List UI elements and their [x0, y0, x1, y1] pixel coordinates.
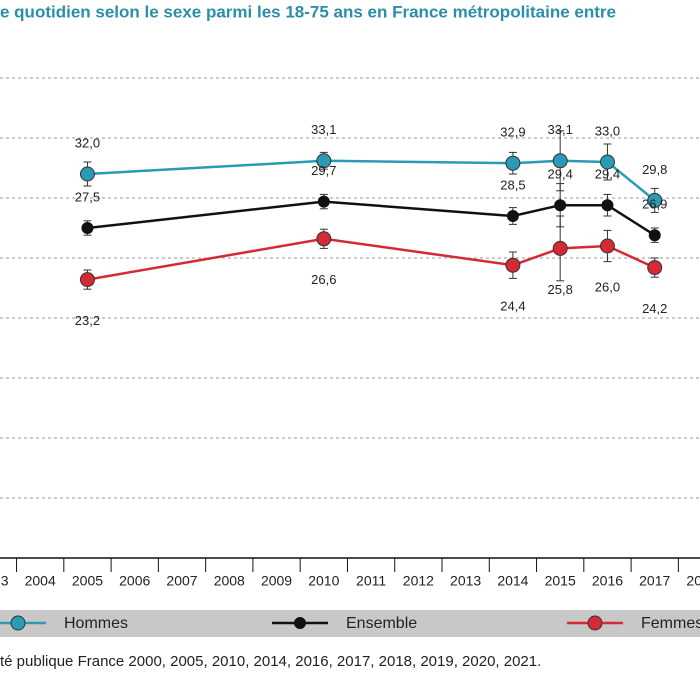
- x-tick-label: 2013: [450, 573, 481, 589]
- point: [601, 199, 614, 212]
- x-tick-label: 2011: [356, 573, 386, 589]
- series-line: [87, 159, 656, 202]
- value-label: 32,0: [75, 135, 100, 150]
- point: [505, 155, 521, 171]
- point: [316, 231, 332, 247]
- point: [647, 192, 663, 208]
- series-line: [87, 200, 656, 237]
- point: [506, 210, 519, 222]
- value-label: 33,1: [311, 122, 336, 137]
- value-label: 29,4: [595, 167, 620, 182]
- value-label: 28,5: [500, 177, 525, 192]
- legend-marker: [294, 617, 306, 629]
- point: [316, 153, 332, 169]
- x-tick-label: 2003: [0, 573, 9, 589]
- value-label: 24,4: [500, 299, 525, 314]
- legend-label: Ensemble: [346, 615, 417, 632]
- value-label: 33,1: [548, 122, 573, 137]
- point: [81, 222, 94, 234]
- value-label: 26,0: [595, 279, 620, 294]
- point: [648, 229, 661, 242]
- value-label: 26,9: [642, 197, 667, 212]
- value-label: 29,7: [311, 163, 336, 178]
- x-tick-label: 2006: [119, 573, 150, 589]
- x-tick-label: 2018: [686, 573, 700, 589]
- point: [79, 166, 95, 182]
- value-label: 33,0: [595, 123, 620, 138]
- x-tick-label: 2007: [166, 573, 197, 589]
- value-label: 24,2: [642, 301, 667, 316]
- point: [599, 154, 615, 170]
- value-label: 23,2: [75, 313, 100, 328]
- source: té publique France 2000, 2005, 2010, 201…: [0, 653, 541, 670]
- legend-label: Femmes: [641, 615, 700, 632]
- point: [552, 153, 568, 169]
- legend-marker: [587, 615, 603, 631]
- value-label: 27,5: [75, 189, 100, 204]
- point: [79, 272, 95, 288]
- point: [554, 199, 567, 212]
- x-tick-label: 2015: [545, 573, 576, 589]
- series-line: [87, 237, 656, 281]
- x-tick-label: 2010: [308, 573, 339, 589]
- point: [552, 240, 568, 256]
- legend-label: Hommes: [64, 615, 128, 632]
- point: [505, 257, 521, 273]
- legend-marker: [10, 615, 26, 631]
- x-tick-label: 2008: [214, 573, 245, 589]
- x-tick-label: 2017: [639, 573, 670, 589]
- x-tick-label: 2012: [403, 573, 434, 589]
- value-label: 32,9: [500, 125, 525, 140]
- x-tick-label: 2014: [497, 573, 528, 589]
- value-label: 25,8: [548, 282, 573, 297]
- point: [647, 260, 663, 276]
- x-tick-label: 2009: [261, 573, 292, 589]
- chart-title: e quotidien selon le sexe parmi les 18-7…: [0, 2, 616, 21]
- value-label: 29,4: [548, 167, 573, 182]
- point: [599, 238, 615, 254]
- x-tick-label: 2005: [72, 573, 103, 589]
- value-label: 26,6: [311, 272, 336, 287]
- point: [317, 195, 330, 208]
- value-label: 29,8: [642, 162, 667, 177]
- x-tick-label: 2016: [592, 573, 623, 589]
- x-tick-label: 2004: [25, 573, 56, 589]
